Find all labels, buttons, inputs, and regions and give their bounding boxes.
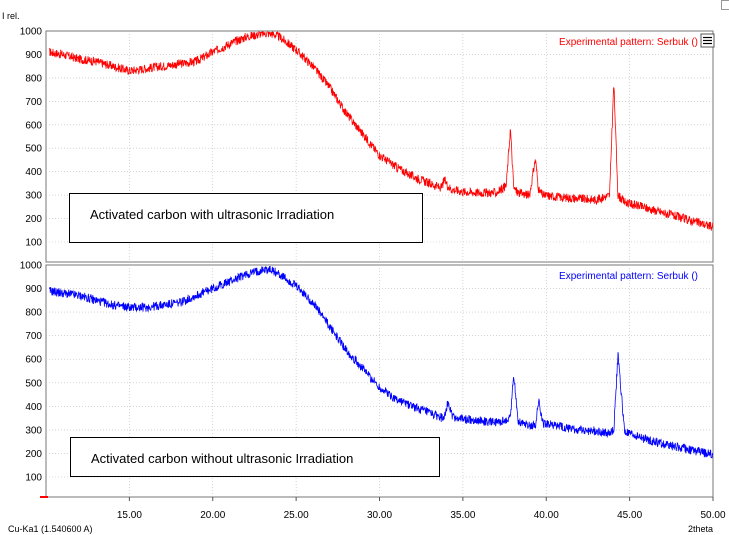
series-line-top <box>49 30 714 231</box>
x-tick-label: 15.00 <box>117 510 142 521</box>
y-tick-label: 900 <box>25 284 42 295</box>
x-axis-label: 2theta <box>688 524 713 534</box>
y-axis-label: I rel. <box>2 11 20 21</box>
x-axis: 15.00 20.00 25.00 30.00 35.00 40.00 45.00 50.00 <box>40 496 726 521</box>
y-tick-label: 300 <box>25 191 42 202</box>
y-tick-label: 500 <box>25 144 42 155</box>
x-tick-label: 25.00 <box>284 510 309 521</box>
y-tick-label: 700 <box>25 97 42 108</box>
legend-entry-bottom: Experimental pattern: Serbuk () <box>559 271 698 282</box>
y-tick-label: 200 <box>25 214 42 225</box>
y-tick-label: 800 <box>25 308 42 319</box>
x-tick-label: 45.00 <box>617 510 642 521</box>
y-tick-label: 900 <box>25 50 42 61</box>
wavelength-note: Cu-Ka1 (1.540600 A) <box>8 524 93 534</box>
corner-toggle-button[interactable] <box>721 0 729 10</box>
x-tick-label: 30.00 <box>367 510 392 521</box>
y-tick-label: 400 <box>25 167 42 178</box>
y-tick-label: 600 <box>25 355 42 366</box>
y-tick-label: 1000 <box>20 27 43 38</box>
y-tick-label: 100 <box>25 473 42 484</box>
y-tick-label: 800 <box>25 73 42 84</box>
legend-menu-icon[interactable] <box>700 33 715 48</box>
legend-entry-top: Experimental pattern: Serbuk () <box>559 37 698 48</box>
y-tick-label: 400 <box>25 402 42 413</box>
y-tick-label: 100 <box>25 238 42 249</box>
annotation-with-irradiation: Activated carbon with ultrasonic Irradia… <box>69 193 423 243</box>
y-tick-label: 300 <box>25 425 42 436</box>
y-tick-label: 600 <box>25 120 42 131</box>
y-tick-label: 500 <box>25 378 42 389</box>
y-tick-label: 200 <box>25 449 42 460</box>
x-tick-label: 40.00 <box>534 510 559 521</box>
y-tick-label: 700 <box>25 331 42 342</box>
y-tick-label: 1000 <box>20 261 43 272</box>
x-tick-label: 50.00 <box>700 510 725 521</box>
x-tick-label: 35.00 <box>450 510 475 521</box>
x-tick-label: 20.00 <box>200 510 225 521</box>
series-line-bottom <box>48 265 714 459</box>
origin-marker <box>40 496 48 498</box>
annotation-without-irradiation: Activated carbon without ultrasonic Irra… <box>70 437 440 477</box>
